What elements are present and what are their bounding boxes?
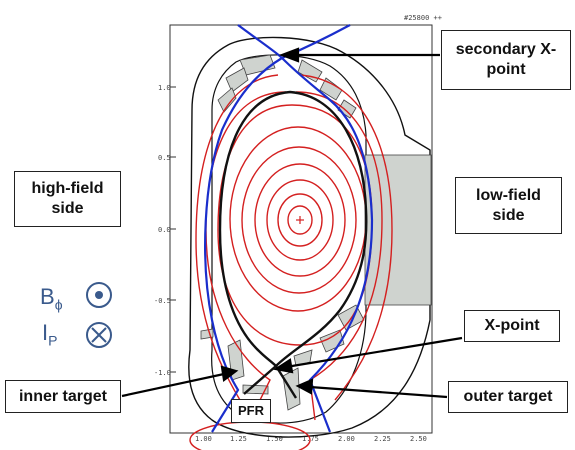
x-tick-1: 1.00 [195, 435, 212, 443]
low-field-side-label: low-field side [455, 177, 562, 234]
secondary-x-point-label: secondary X- point [441, 30, 571, 90]
divertor-leg-right [274, 365, 298, 399]
high-field-side-label: high-field side [14, 171, 121, 227]
y-tick-2: 0.5 [158, 154, 171, 162]
y-axis [170, 86, 176, 373]
outer-target-label: outer target [448, 381, 568, 413]
circle-dot-icon [86, 282, 112, 308]
x-tick-5: 2.00 [338, 435, 355, 443]
x-tick-2: 1.25 [230, 435, 247, 443]
x-tick-7: 2.50 [410, 435, 427, 443]
pfr-label: PFR [231, 399, 271, 423]
shot-id: #25800 ++ [404, 14, 442, 22]
y-tick-4: -0.5 [154, 297, 171, 305]
vessel-outer-wall [188, 36, 431, 438]
plasma-current-symbol: IP [42, 320, 58, 349]
toroidal-field-symbol: Bϕ [40, 284, 63, 313]
y-tick-3: 0.0 [158, 226, 171, 234]
x-tick-6: 2.25 [374, 435, 391, 443]
y-tick-5: -1.0 [154, 369, 171, 377]
magnetic-axis-marker [296, 216, 304, 224]
annotation-arrows [121, 47, 463, 399]
x-tick-3: 1.50 [266, 435, 283, 443]
divertor-leg-left [243, 365, 277, 395]
y-tick-1: 1.0 [158, 84, 171, 92]
vessel-inner-wall [211, 54, 367, 424]
inner-target-label: inner target [5, 380, 121, 413]
circle-cross-icon [86, 322, 112, 348]
last-closed-flux-surface [218, 90, 368, 368]
y-tick-labels: 1.0 0.5 0.0 -0.5 -1.0 [154, 84, 171, 377]
x-point-label: X-point [464, 310, 560, 342]
